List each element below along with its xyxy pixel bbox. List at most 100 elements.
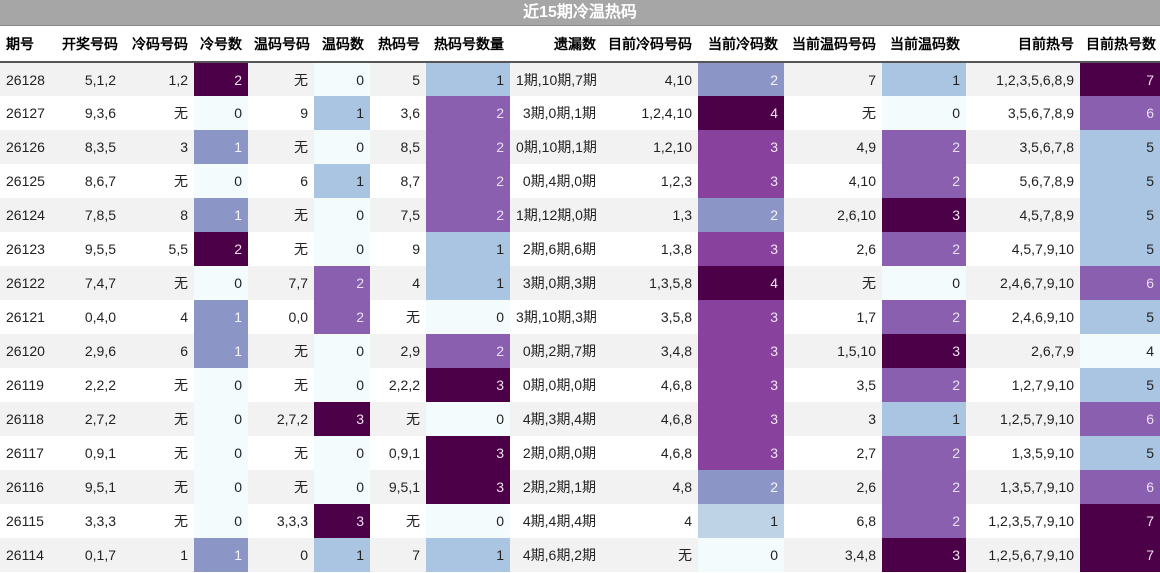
- table-cell: 4: [698, 266, 784, 300]
- table-cell: 2,6,10: [784, 198, 882, 232]
- table-cell: 7,7: [248, 266, 314, 300]
- table-cell: 2: [194, 232, 248, 266]
- table-cell: 1: [882, 62, 966, 96]
- table-cell: 2,2,2: [370, 368, 426, 402]
- table-cell: 0: [314, 232, 370, 266]
- column-header: 热码号: [370, 26, 426, 63]
- table-cell: 9: [370, 232, 426, 266]
- table-cell: 3,5,6,7,8: [966, 130, 1080, 164]
- table-cell: 1期,10期,7期: [510, 62, 602, 96]
- table-cell: 2,7,2: [56, 402, 122, 436]
- table-cell: 0: [248, 538, 314, 572]
- table-cell: 无: [122, 436, 194, 470]
- table-cell: 0: [314, 436, 370, 470]
- table-cell: 1: [194, 538, 248, 572]
- table-cell: 1,2,5,6,7,9,10: [966, 538, 1080, 572]
- column-header: 温码号码: [248, 26, 314, 63]
- table-cell: 7,4,7: [56, 266, 122, 300]
- table-cell: 4期,6期,2期: [510, 538, 602, 572]
- table-cell: 2: [698, 62, 784, 96]
- table-cell: 26120: [0, 334, 56, 368]
- table-row: 26122 7,4,7 无 0 7,7 2 4 1 3期,0期,3期 1,3,5,8 4 无 0 2,4,…: [0, 266, 1160, 300]
- table-cell: 1: [314, 538, 370, 572]
- column-header: 当前冷码数: [698, 26, 784, 63]
- table-cell: 3期,0期,3期: [510, 266, 602, 300]
- table-cell: 3期,0期,1期: [510, 96, 602, 130]
- table-cell: 0期,4期,0期: [510, 164, 602, 198]
- table-row: 26115 3,3,3 无 0 3,3,3 3 无 0 4期,4期,4期 4 1 6,8 2 1,2,3,…: [0, 504, 1160, 538]
- table-cell: 26125: [0, 164, 56, 198]
- table-cell: 0,4,0: [56, 300, 122, 334]
- table-cell: 4,9: [784, 130, 882, 164]
- table-cell: 3: [314, 504, 370, 538]
- table-cell: 3: [122, 130, 194, 164]
- table-cell: 26114: [0, 538, 56, 572]
- table-cell: 3: [882, 198, 966, 232]
- table-cell: 9,3,6: [56, 96, 122, 130]
- table-row: 26128 5,1,2 1,2 2 无 0 5 1 1期,10期,7期 4,10 2 7 1 1,2,3,…: [0, 62, 1160, 96]
- table-cell: 1,7: [784, 300, 882, 334]
- table-cell: 5,5: [122, 232, 194, 266]
- column-header: 温码数: [314, 26, 370, 63]
- table-cell: 无: [602, 538, 698, 572]
- table-cell: 2: [194, 62, 248, 96]
- table-cell: 3,3,3: [56, 504, 122, 538]
- table-cell: 4: [1080, 334, 1160, 368]
- column-header: 热码号数量: [426, 26, 510, 63]
- table-cell: 2期,6期,6期: [510, 232, 602, 266]
- table-cell: 4: [698, 96, 784, 130]
- table-cell: 1,2,3,5,6,8,9: [966, 62, 1080, 96]
- column-header: 期号: [0, 26, 56, 63]
- table-cell: 2: [426, 96, 510, 130]
- table-cell: 2: [314, 266, 370, 300]
- table-cell: 4,10: [602, 62, 698, 96]
- table-cell: 0期,2期,7期: [510, 334, 602, 368]
- table-cell: 1: [314, 96, 370, 130]
- table-cell: 7: [1080, 538, 1160, 572]
- table-cell: 2: [882, 300, 966, 334]
- column-header: 当前温码号码: [784, 26, 882, 63]
- table-cell: 0,1,7: [56, 538, 122, 572]
- table-cell: 1,3,5,7,9,10: [966, 470, 1080, 504]
- column-header: 遗漏数: [510, 26, 602, 63]
- table-cell: 5,1,2: [56, 62, 122, 96]
- table-cell: 3: [882, 334, 966, 368]
- table-row: 26120 2,9,6 6 1 无 0 2,9 2 0期,2期,7期 3,4,8 3 1,5,10 3 2…: [0, 334, 1160, 368]
- table-cell: 1,2,4,10: [602, 96, 698, 130]
- table-cell: 26115: [0, 504, 56, 538]
- table-cell: 无: [370, 504, 426, 538]
- table-cell: 6: [1080, 266, 1160, 300]
- table-cell: 2: [426, 334, 510, 368]
- table-cell: 无: [122, 266, 194, 300]
- table-cell: 5: [1080, 436, 1160, 470]
- table-cell: 无: [122, 96, 194, 130]
- table-cell: 2,4,6,7,9,10: [966, 266, 1080, 300]
- table-cell: 2,7: [784, 436, 882, 470]
- table-cell: 2,2,2: [56, 368, 122, 402]
- table-cell: 无: [122, 368, 194, 402]
- table-cell: 3: [426, 368, 510, 402]
- table-cell: 3: [784, 402, 882, 436]
- table-cell: 5,6,7,8,9: [966, 164, 1080, 198]
- table-cell: 1,2,7,9,10: [966, 368, 1080, 402]
- table-cell: 2: [882, 470, 966, 504]
- table-cell: 5: [1080, 232, 1160, 266]
- table-row: 26114 0,1,7 1 1 0 1 7 1 4期,6期,2期无 0 3,4,8 3 1,2,5,6,…: [0, 538, 1160, 572]
- table-cell: 26116: [0, 470, 56, 504]
- table-cell: 2,7,2: [248, 402, 314, 436]
- table-cell: 3,5,6,7,8,9: [966, 96, 1080, 130]
- table-cell: 0: [194, 164, 248, 198]
- table-cell: 2,9: [370, 334, 426, 368]
- table-cell: 1: [426, 232, 510, 266]
- table-cell: 4,6,8: [602, 402, 698, 436]
- table-cell: 5: [1080, 198, 1160, 232]
- table-cell: 1,2,10: [602, 130, 698, 164]
- table-cell: 0: [698, 538, 784, 572]
- table-cell: 无: [122, 470, 194, 504]
- column-header: 冷号数: [194, 26, 248, 63]
- table-cell: 0: [882, 266, 966, 300]
- header-row: 期号 开奖号码 冷码号码 冷号数 温码号码 温码数 热码号 热码号数量 遗漏数 目前冷码号码 当前冷…: [0, 26, 1160, 63]
- table-cell: 无: [248, 232, 314, 266]
- table-row: 26117 0,9,1 无 0 无 0 0,9,1 3 2期,0期,0期 4,6,8 3 2,7 2 1,…: [0, 436, 1160, 470]
- table-cell: 1: [194, 198, 248, 232]
